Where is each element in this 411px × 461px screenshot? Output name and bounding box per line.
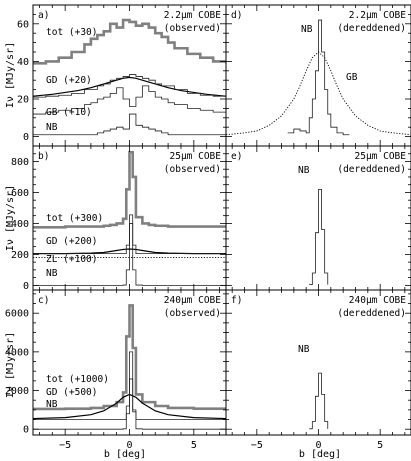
panel-subtitle: (dereddened) (337, 164, 406, 175)
y-axis-label-top: Iν [MJy/sr] (5, 42, 16, 108)
panel-letter: c) (38, 295, 49, 306)
series-group (33, 18, 226, 136)
series-profile-line (33, 74, 226, 98)
panel-title: 25μm COBE (170, 151, 222, 162)
series-profile-line (33, 214, 226, 255)
y-tick-label: 0 (23, 281, 29, 292)
x-tick-label: 5 (191, 440, 197, 451)
y-axis-label-middle: Iν [MJy/sr] (5, 185, 16, 251)
series-label: tot (+1000) (46, 374, 109, 385)
panel-letter: a) (38, 10, 49, 21)
panel-subtitle: (dereddened) (337, 308, 406, 319)
series-gb-line (33, 85, 226, 115)
panel-subtitle: (observed) (164, 23, 221, 34)
series-label: GB (+10) (46, 107, 92, 118)
panel-letter: d) (231, 10, 242, 21)
panel-subtitle: (observed) (164, 164, 221, 175)
series-label: NB (298, 165, 310, 176)
series-tot-line (33, 304, 226, 411)
panel-c: −5 0 5 0 2000 4000 6000 c) 240μm COBE (observed) t… (5, 289, 227, 451)
y-axis-label-bottom: Iν [MJy/sr] (5, 332, 16, 398)
series-label: GD (+500) (46, 387, 97, 398)
series-label: GB (346, 72, 358, 83)
panel-title: 2.2μm COBE (164, 10, 221, 21)
y-tick-label: 20 (17, 95, 29, 106)
x-tick-label: 5 (377, 440, 383, 451)
series-label: tot (+300) (46, 213, 103, 224)
series-group (226, 19, 411, 136)
series-label: NB (46, 399, 58, 410)
panel-f: −5 0 5 f) 240μm COBE (dereddened) NB (225, 289, 411, 451)
series-tot-line (33, 150, 226, 229)
series-gd-line (33, 76, 226, 97)
panel-d: d) 2.2μm COBE (dereddened) NB GB (225, 4, 411, 147)
y-tick-label: 400 (11, 219, 29, 230)
panel-letter: e) (231, 151, 242, 162)
y-tick-label: 800 (11, 157, 29, 168)
series-label: ZL (+100) (46, 254, 97, 265)
series-group (33, 150, 226, 286)
x-tick-label: 0 (315, 440, 321, 451)
series-group (33, 304, 226, 430)
series-label: NB (46, 268, 58, 279)
series-nb-line (287, 19, 350, 136)
series-label: NB (298, 344, 310, 355)
x-axis-label-right: b [deg] (299, 449, 341, 460)
panel-subtitle: (dereddened) (337, 23, 406, 34)
series-gb-line (226, 51, 411, 136)
y-tick-label: 0 (23, 425, 29, 436)
series-group (309, 188, 329, 285)
panel-title: 240μm COBE (349, 295, 406, 306)
panel-letter: b) (38, 151, 49, 162)
panels-layer: 0 20 40 60 a) 2.2μm COBE (observed) tot (+30) GD… (5, 4, 411, 451)
series-group (309, 372, 329, 430)
x-tick-label: 0 (126, 440, 132, 451)
series-nb-line (309, 188, 329, 285)
panel-letter: f) (231, 295, 242, 306)
series-nb-line (33, 113, 226, 136)
series-label: GD (+200) (46, 236, 97, 247)
panel-subtitle: (observed) (164, 308, 221, 319)
panel-e: e) 25μm COBE (dereddened) NB (225, 145, 411, 291)
y-tick-label: 4000 (5, 347, 29, 358)
x-tick-label: −5 (251, 440, 263, 451)
panel-b: 0 200 400 600 800 b) 25μm COBE (observed) tot (+… (11, 145, 227, 292)
series-tot-line (33, 18, 226, 65)
series-label: tot (+30) (46, 27, 97, 38)
series-label: GD (+20) (46, 75, 92, 86)
x-axis-label-left: b [deg] (104, 449, 146, 460)
series-label: NB (46, 122, 58, 133)
panel-a: 0 20 40 60 a) 2.2μm COBE (observed) tot (+30) GD… (17, 4, 227, 147)
series-nb-line (33, 223, 226, 286)
y-tick-label: 0 (23, 132, 29, 143)
panel-title: 2.2μm COBE (349, 10, 406, 21)
panel-title: 25μm COBE (355, 151, 407, 162)
series-nb-line (33, 378, 226, 430)
y-tick-label: 40 (17, 57, 29, 68)
y-tick-label: 6000 (5, 309, 29, 320)
y-tick-label: 600 (11, 188, 29, 199)
y-tick-label: 2000 (5, 386, 29, 397)
y-tick-label: 60 (17, 19, 29, 30)
series-label: NB (301, 24, 313, 35)
series-nb-line (309, 372, 329, 430)
panel-title: 240μm COBE (164, 295, 221, 306)
x-tick-label: −5 (59, 440, 71, 451)
y-tick-label: 200 (11, 250, 29, 261)
